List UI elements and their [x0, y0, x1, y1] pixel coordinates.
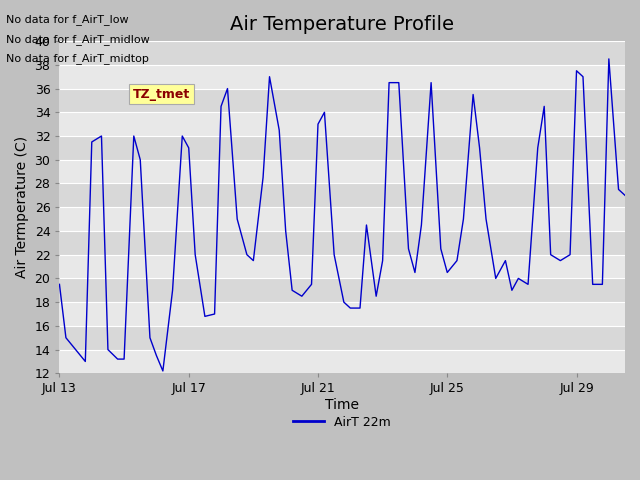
X-axis label: Time: Time	[325, 398, 359, 412]
Text: TZ_tmet: TZ_tmet	[133, 87, 190, 101]
Bar	[60, 112, 625, 136]
Bar	[60, 302, 625, 326]
Bar	[60, 207, 625, 231]
Bar	[60, 160, 625, 183]
Bar	[60, 136, 625, 160]
Title: Air Temperature Profile: Air Temperature Profile	[230, 15, 454, 34]
Bar	[60, 278, 625, 302]
Y-axis label: Air Termperature (C): Air Termperature (C)	[15, 136, 29, 278]
Bar	[60, 89, 625, 112]
Legend: AirT 22m: AirT 22m	[288, 410, 396, 433]
Bar	[60, 326, 625, 349]
Text: No data for f_AirT_midlow: No data for f_AirT_midlow	[6, 34, 150, 45]
Bar	[60, 231, 625, 255]
Text: No data for f_AirT_low: No data for f_AirT_low	[6, 14, 129, 25]
Bar	[60, 349, 625, 373]
Bar	[60, 65, 625, 89]
Bar	[60, 183, 625, 207]
Text: No data for f_AirT_midtop: No data for f_AirT_midtop	[6, 53, 149, 64]
Bar	[60, 41, 625, 65]
Bar	[60, 255, 625, 278]
